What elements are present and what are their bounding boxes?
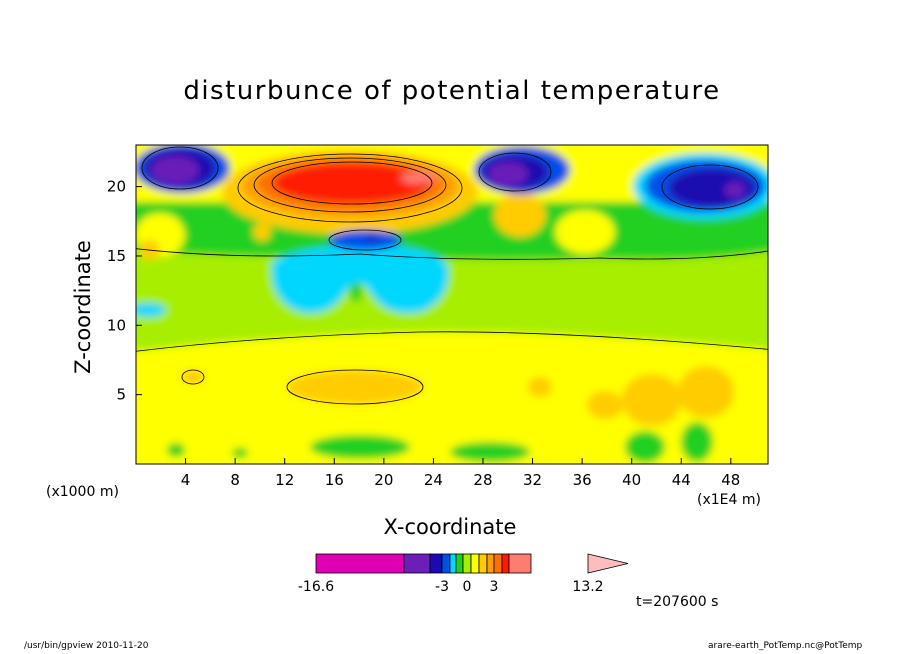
contour-region (136, 303, 166, 317)
x-tick-label: 40 (622, 471, 641, 489)
contour-region (253, 223, 271, 241)
colorbar-bin (470, 553, 480, 574)
y-tick-label: 15 (107, 247, 126, 265)
contour-line (478, 152, 552, 192)
contour-region (136, 425, 768, 464)
contour-region (329, 230, 401, 250)
footer-file-variable: arare-earth_PotTemp.nc@PotTemp (708, 641, 863, 651)
colorbar-bin (403, 553, 431, 574)
colorbar-tick-label: 3 (490, 579, 499, 595)
contour-line (136, 331, 768, 352)
contour-line (661, 164, 759, 210)
time-label: t=207600 s (636, 594, 719, 610)
y-axis-label: Z-coordinate (71, 240, 95, 374)
contour-region (555, 210, 615, 254)
contour-region (367, 236, 377, 242)
x-tick-label: 4 (181, 471, 191, 489)
x-tick-label: 12 (275, 471, 294, 489)
contour-region (494, 193, 546, 237)
contour-region (681, 422, 713, 462)
colorbar-tick-label: 0 (463, 579, 472, 595)
x-axis-label: X-coordinate (383, 515, 517, 539)
x-tick-label: 44 (672, 471, 691, 489)
contour-region (232, 448, 248, 458)
contour-region (668, 168, 756, 208)
footer-program-date: /usr/bin/gpview 2010-11-20 (24, 641, 149, 651)
colorbar-bin (429, 553, 443, 574)
x-axis: 4 8 12 16 20 24 28 32 36 40 44 48 (181, 458, 740, 489)
y-axis: 5 10 15 20 (107, 178, 142, 404)
x-axis-unit-left: (x1000 m) (46, 484, 119, 500)
contour-region (151, 156, 199, 184)
contour-line (181, 369, 205, 385)
contour-line (286, 369, 424, 405)
chart-title: disturbunce of potential temperature (183, 76, 721, 106)
colorbar-tick-label: -16.6 (298, 579, 334, 595)
colorbar-bin (455, 553, 464, 574)
colorbar: -16.6 -3 0 3 13.2 (298, 553, 629, 595)
contour-region (274, 163, 430, 203)
contour-region (625, 431, 665, 463)
x-tick-label: 20 (374, 471, 393, 489)
contour-line (136, 248, 768, 260)
contour-line (271, 161, 433, 205)
contour-lines (136, 146, 768, 405)
contour-region (528, 377, 552, 397)
x-tick-label: 48 (721, 471, 740, 489)
contour-region (678, 366, 734, 418)
y-tick-label: 10 (107, 316, 126, 334)
contour-region (587, 391, 623, 419)
x-tick-label: 28 (473, 471, 492, 489)
x-tick-label: 24 (424, 471, 443, 489)
contour-region (450, 442, 530, 462)
colorbar-tick-label: 13.2 (572, 579, 603, 595)
contour-line (141, 146, 219, 190)
contour-region (725, 182, 745, 198)
contour-line (328, 229, 402, 251)
colorbar-extension (587, 553, 629, 574)
colorbar-bin (493, 553, 503, 574)
colorbar-bin (508, 553, 532, 574)
x-tick-label: 8 (230, 471, 240, 489)
x-axis-unit-right: (x1E4 m) (697, 492, 761, 508)
contour-region (287, 370, 423, 404)
contour-region (167, 443, 185, 457)
contour-region (488, 162, 528, 186)
contour-region (622, 374, 682, 426)
plot-frame (135, 144, 769, 465)
colorbar-bin (501, 553, 510, 574)
colorbar-bin (449, 553, 457, 574)
contour-field (136, 145, 768, 464)
x-tick-label: 36 (573, 471, 592, 489)
contour-region (400, 172, 436, 184)
colorbar-bin (315, 553, 405, 574)
y-tick-label: 5 (116, 386, 126, 404)
y-tick-label: 20 (107, 178, 126, 196)
colorbar-bin (478, 553, 488, 574)
colorbar-tick-label: -3 (435, 579, 449, 595)
x-tick-label: 32 (523, 471, 542, 489)
contour-fill-layers (136, 145, 768, 464)
contour-region (271, 245, 449, 314)
contour-line (237, 153, 463, 223)
contour-region (310, 435, 410, 459)
contour-fill-group (136, 145, 768, 464)
colorbar-bin (462, 553, 472, 574)
contour-region (182, 370, 204, 384)
colorbar-bin (441, 553, 451, 574)
contour-region (350, 282, 362, 302)
contour-line (253, 157, 447, 213)
x-tick-label: 16 (325, 471, 344, 489)
colorbar-bin (486, 553, 495, 574)
